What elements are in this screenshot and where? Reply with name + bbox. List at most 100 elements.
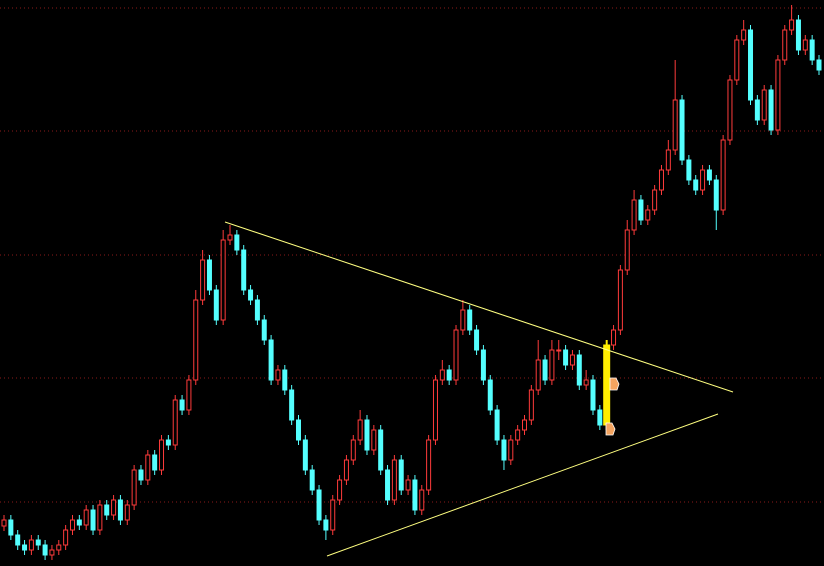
candle-body [549,349,555,381]
candle-body [556,349,562,352]
candle-body [474,329,480,351]
candle-body [754,99,760,121]
candle-body [117,499,123,521]
candle-body [241,249,247,291]
candle-body [193,299,199,381]
candle-body [28,539,34,551]
candle-body [357,419,363,441]
candle-body [316,489,322,521]
candle-body [802,39,808,51]
candle-body [159,439,165,471]
candle-body [254,299,260,321]
candle-body [679,99,685,161]
grid [0,7,824,503]
candle-body [145,454,151,481]
candle-body [323,519,329,531]
candle-body [522,419,528,431]
hand-icon [609,377,620,391]
candle-body [761,89,767,121]
candle-body [227,234,233,241]
candle-body [727,79,733,141]
candle-body [658,169,664,191]
candle-body [672,99,678,151]
candle-body [782,29,788,61]
candle-body [603,344,611,426]
candle-body [652,189,658,211]
candle-body [234,234,240,251]
candle-body [248,289,254,301]
candle-body [569,354,575,366]
candle-body [419,489,425,511]
candle-body [576,354,582,386]
candle-body [405,479,411,491]
cursor-icons [605,377,620,436]
candle-body [460,309,466,331]
candles [1,5,822,560]
candle-body [343,459,349,481]
candle-body [206,259,212,291]
candle-body [494,409,500,441]
candle-body [104,504,110,516]
candle-body [56,544,62,551]
candle-body [42,544,48,556]
candle-body [398,459,404,491]
candle-body [275,369,281,381]
candle-body [508,439,514,461]
candle-body [748,29,754,101]
candle-body [686,159,692,181]
candle-body [528,389,534,421]
candle-body [124,504,130,521]
candle-body [165,439,171,446]
candle-body [76,519,82,526]
candle-body [480,349,486,381]
candle-body [542,359,548,381]
candle-body [83,509,89,526]
trend-line [224,221,734,393]
candle-body [330,499,336,531]
candle-body [693,179,699,191]
candle-body [645,209,651,221]
candle-body [200,259,206,301]
candle-body [385,469,391,501]
candle-body [111,499,117,516]
candle-body [597,409,603,426]
candle-body [97,504,103,531]
candle-body [350,439,356,461]
candle-body [789,19,795,31]
candle-body [741,29,747,41]
candle-body [439,369,445,381]
candle-body [700,169,706,191]
candle-body [391,459,397,501]
candle-body [268,339,274,381]
candle-body [179,399,185,411]
candle-body [426,439,432,491]
candle-body [138,469,144,481]
candle-body [131,469,137,506]
candle-body [302,439,308,471]
candle-body [295,419,301,441]
candle-body [364,419,370,451]
hand-icon [605,422,616,436]
candle-body [1,519,7,527]
candle-body [665,149,671,171]
trend-line [326,413,719,557]
candle-body [816,59,822,71]
candle-body [412,479,418,511]
candle-body [795,19,801,51]
candle-body [220,239,226,321]
candle-body [90,509,96,531]
candle-body [590,379,596,411]
candle-body [186,379,192,411]
candle-body [563,349,569,366]
candle-body [213,289,219,321]
candle-body [515,429,521,441]
candle-body [501,439,507,461]
candle-body [49,549,55,556]
candle-body [172,399,178,446]
candle-body [535,359,541,391]
candle-body [583,379,589,386]
candle-body [768,89,774,131]
